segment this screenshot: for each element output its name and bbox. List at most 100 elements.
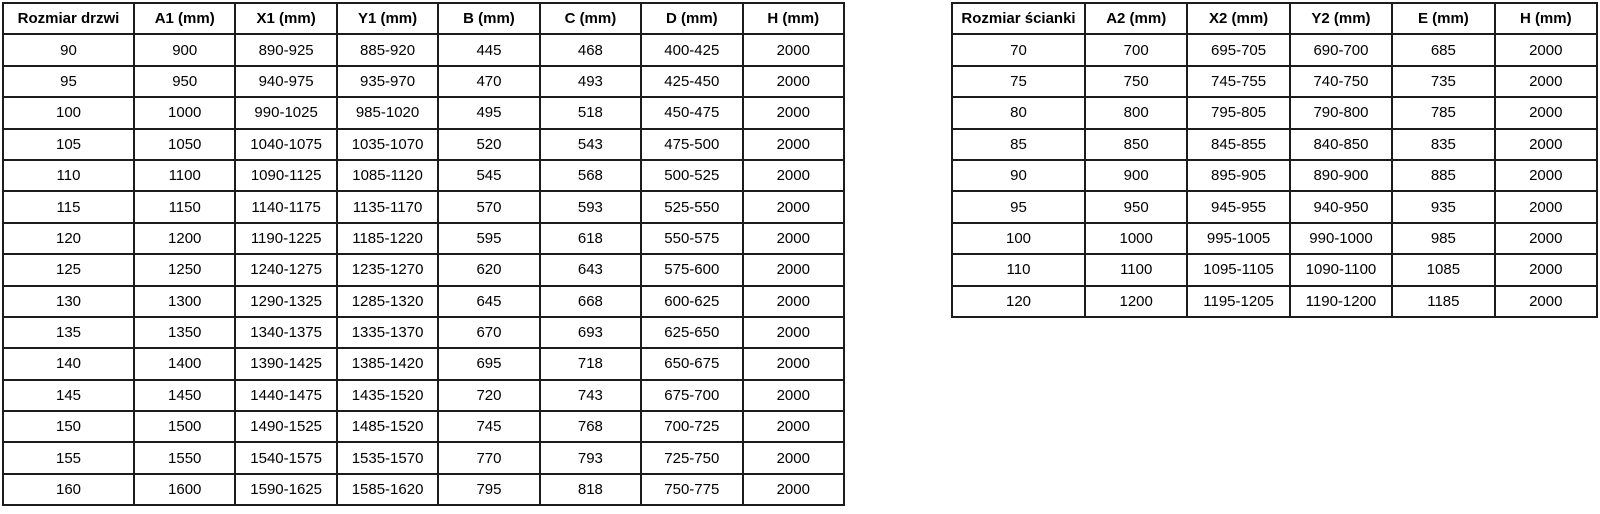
table-cell: 768 xyxy=(538,410,643,444)
table-cell: 100 xyxy=(951,221,1086,256)
table-cell: 695 xyxy=(437,347,541,381)
table-cell: 450-475 xyxy=(640,96,744,130)
door-table-body: 90 900 890-925 885-920 445 468 400-425 2000 95 95… xyxy=(2,33,846,507)
table-cell: 2000 xyxy=(741,441,846,475)
table-cell: 2000 xyxy=(741,190,846,224)
table-cell: 493 xyxy=(538,64,643,99)
table-cell: 900 xyxy=(132,33,237,67)
table-cell: 100 xyxy=(2,96,135,130)
table-cell: 1190-1200 xyxy=(1288,284,1394,318)
table-cell: 120 xyxy=(951,284,1086,318)
table-cell: 795 xyxy=(437,472,541,507)
table-cell: 1385-1420 xyxy=(335,347,440,381)
table-cell: 2000 xyxy=(741,410,846,444)
table-cell: 2000 xyxy=(1493,190,1599,224)
table-row: 100 1000 990-1025 985-1020 495 518 450-475 2000 xyxy=(2,96,846,130)
table-row: 70 700 695-705 690-700 685 2000 xyxy=(951,33,1599,67)
wall-table-header: Rozmiar ścianki A2 (mm) X2 (mm) Y2 (mm) E (m… xyxy=(951,1,1599,36)
table-cell: 700-725 xyxy=(640,410,744,444)
table-cell: 2000 xyxy=(741,127,846,161)
table-cell: 400-425 xyxy=(640,33,744,67)
column-header: Y1 (mm) xyxy=(335,1,440,36)
table-row: 110 1100 1095-1105 1090-1100 1085 2000 xyxy=(951,253,1599,287)
header-row: Rozmiar ścianki A2 (mm) X2 (mm) Y2 (mm) E (m… xyxy=(951,1,1599,36)
table-cell: 785 xyxy=(1391,96,1496,130)
table-cell: 593 xyxy=(538,190,643,224)
table-cell: 1590-1625 xyxy=(234,472,338,507)
table-cell: 693 xyxy=(538,315,643,350)
table-cell: 518 xyxy=(538,96,643,130)
table-cell: 1090-1125 xyxy=(234,158,338,193)
table-row: 145 1450 1440-1475 1435-1520 720 743 675-700 20… xyxy=(2,378,846,413)
table-cell: 2000 xyxy=(1493,96,1599,130)
table-cell: 1000 xyxy=(132,96,237,130)
table-cell: 793 xyxy=(538,441,643,475)
table-cell: 110 xyxy=(2,158,135,193)
wall-table-body: 70 700 695-705 690-700 685 2000 75 750 745-755 74… xyxy=(951,33,1599,318)
table-cell: 2000 xyxy=(741,253,846,287)
table-cell: 790-800 xyxy=(1288,96,1394,130)
table-cell: 1535-1570 xyxy=(335,441,440,475)
table-cell: 1350 xyxy=(132,315,237,350)
table-cell: 645 xyxy=(437,284,541,318)
table-cell: 750 xyxy=(1083,64,1189,99)
table-cell: 818 xyxy=(538,472,643,507)
table-cell: 1100 xyxy=(1083,253,1189,287)
table-cell: 1450 xyxy=(132,378,237,413)
table-cell: 115 xyxy=(2,190,135,224)
table-cell: 745-755 xyxy=(1186,64,1291,99)
table-cell: 595 xyxy=(437,221,541,256)
table-cell: 990-1000 xyxy=(1288,221,1394,256)
column-header: H (mm) xyxy=(1493,1,1599,36)
table-cell: 990-1025 xyxy=(234,96,338,130)
table-cell: 520 xyxy=(437,127,541,161)
table-cell: 1440-1475 xyxy=(234,378,338,413)
table-cell: 425-450 xyxy=(640,64,744,99)
table-cell: 2000 xyxy=(1493,127,1599,161)
table-cell: 543 xyxy=(538,127,643,161)
table-cell: 470 xyxy=(437,64,541,99)
table-cell: 1185 xyxy=(1391,284,1496,318)
table-row: 135 1350 1340-1375 1335-1370 670 693 625-650 20… xyxy=(2,315,846,350)
table-cell: 2000 xyxy=(741,33,846,67)
table-cell: 670 xyxy=(437,315,541,350)
column-header: C (mm) xyxy=(538,1,643,36)
table-cell: 1040-1075 xyxy=(234,127,338,161)
table-cell: 1250 xyxy=(132,253,237,287)
table-cell: 740-750 xyxy=(1288,64,1394,99)
table-cell: 155 xyxy=(2,441,135,475)
table-cell: 1235-1270 xyxy=(335,253,440,287)
table-cell: 95 xyxy=(951,190,1086,224)
table-cell: 1200 xyxy=(132,221,237,256)
table-cell: 995-1005 xyxy=(1186,221,1291,256)
column-header: Rozmiar ścianki xyxy=(951,1,1086,36)
table-cell: 743 xyxy=(538,378,643,413)
column-header: A2 (mm) xyxy=(1083,1,1189,36)
table-row: 95 950 940-975 935-970 470 493 425-450 2000 xyxy=(2,64,846,99)
column-header: D (mm) xyxy=(640,1,744,36)
table-cell: 625-650 xyxy=(640,315,744,350)
table-cell: 1195-1205 xyxy=(1186,284,1291,318)
column-header: X1 (mm) xyxy=(234,1,338,36)
table-row: 155 1550 1540-1575 1535-1570 770 793 725-750 20… xyxy=(2,441,846,475)
table-cell: 1090-1100 xyxy=(1288,253,1394,287)
table-cell: 1140-1175 xyxy=(234,190,338,224)
table-cell: 985 xyxy=(1391,221,1496,256)
table-cell: 90 xyxy=(2,33,135,67)
table-cell: 80 xyxy=(951,96,1086,130)
table-cell: 940-950 xyxy=(1288,190,1394,224)
table-cell: 1435-1520 xyxy=(335,378,440,413)
table-cell: 2000 xyxy=(1493,284,1599,318)
table-cell: 620 xyxy=(437,253,541,287)
table-cell: 2000 xyxy=(1493,221,1599,256)
table-row: 85 850 845-855 840-850 835 2000 xyxy=(951,127,1599,161)
table-cell: 1550 xyxy=(132,441,237,475)
table-cell: 845-855 xyxy=(1186,127,1291,161)
table-cell: 475-500 xyxy=(640,127,744,161)
table-cell: 735 xyxy=(1391,64,1496,99)
table-cell: 2000 xyxy=(741,284,846,318)
table-cell: 2000 xyxy=(1493,64,1599,99)
table-cell: 2000 xyxy=(1493,253,1599,287)
table-cell: 2000 xyxy=(741,96,846,130)
table-cell: 750-775 xyxy=(640,472,744,507)
